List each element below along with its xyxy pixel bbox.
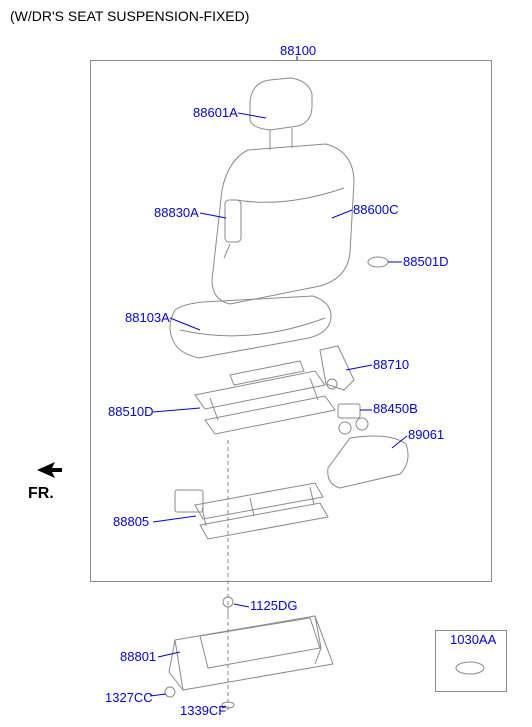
diagram-svg	[0, 0, 532, 727]
part-base	[169, 616, 333, 690]
callout-89061[interactable]: 89061	[408, 427, 444, 442]
front-arrow-icon	[37, 462, 62, 478]
part-nut	[165, 687, 175, 697]
part-track	[195, 361, 335, 434]
part-seat-cushion	[170, 296, 331, 358]
callout-88103A[interactable]: 88103A	[125, 310, 170, 325]
part-slide-rail	[175, 483, 328, 539]
part-bracket	[338, 404, 368, 434]
callout-88600C[interactable]: 88600C	[353, 202, 399, 217]
part-seat-back	[212, 144, 354, 304]
part-knob	[368, 257, 388, 267]
part-headrest	[250, 78, 312, 150]
callout-88601A[interactable]: 88601A	[193, 105, 238, 120]
callout-1339CF[interactable]: 1339CF	[180, 703, 226, 718]
part-inset-clip	[456, 662, 484, 674]
callout-88830A[interactable]: 88830A	[154, 205, 199, 220]
diagram-canvas: (W/DR'S SEAT SUSPENSION-FIXED)	[0, 0, 532, 727]
part-side-cover	[328, 436, 408, 488]
callout-1327CC[interactable]: 1327CC	[105, 690, 153, 705]
part-bolt	[223, 597, 233, 618]
callout-1030AA[interactable]: 1030AA	[450, 632, 496, 647]
callout-88501D[interactable]: 88501D	[403, 254, 449, 269]
part-recliner	[320, 346, 354, 390]
front-marker-label: FR.	[28, 485, 54, 503]
callout-88510D[interactable]: 88510D	[108, 404, 154, 419]
part-buckle	[224, 200, 241, 258]
callout-88450B[interactable]: 88450B	[373, 401, 418, 416]
callout-88710[interactable]: 88710	[373, 357, 409, 372]
callout-88805[interactable]: 88805	[113, 514, 149, 529]
callout-88801[interactable]: 88801	[120, 649, 156, 664]
callout-1125DG[interactable]: 1125DG	[250, 598, 297, 613]
callout-88100[interactable]: 88100	[280, 43, 316, 58]
